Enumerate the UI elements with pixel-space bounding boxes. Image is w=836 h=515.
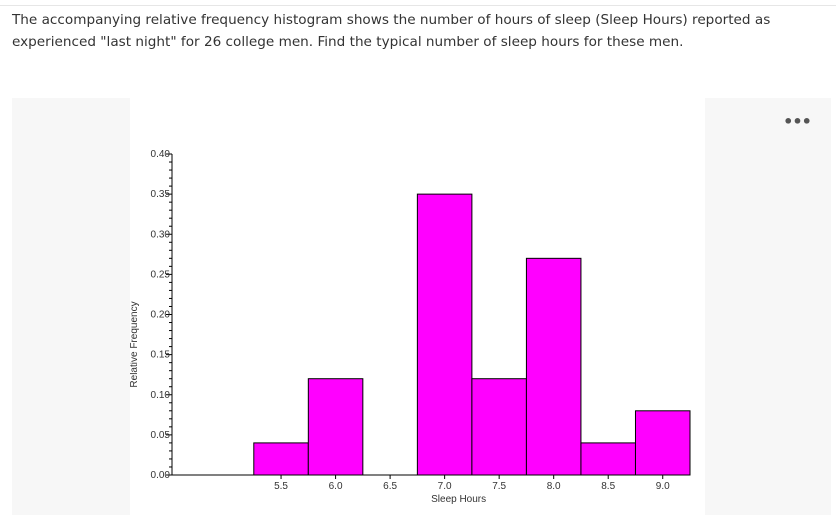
histogram-chart: 0.00 0.05 0.10 0.15 0.20 0.25 0.30 0.35 0.40 5.5 6…: [130, 98, 705, 515]
histogram-bar: [471, 378, 527, 476]
histogram-bar: [307, 378, 364, 476]
question-text: The accompanying relative frequency hist…: [12, 12, 771, 50]
more-options-button[interactable]: •••: [782, 112, 812, 132]
chart-left-margin: [12, 98, 130, 515]
y-tick-label: 0.15: [151, 350, 171, 361]
x-tick-label: 8.5: [601, 481, 615, 492]
y-tick-label: 0.40: [151, 149, 171, 160]
y-tick-label: 0.20: [151, 310, 171, 321]
top-divider: [0, 0, 836, 6]
histogram-bar: [253, 442, 309, 476]
x-tick-label: 7.0: [438, 481, 452, 492]
y-axis-title: Relative Frequency: [130, 301, 140, 387]
y-tick-label: 0.25: [151, 269, 171, 280]
y-tick-label: 0.05: [151, 430, 171, 441]
histogram-bar: [525, 257, 582, 476]
x-tick-label: 6.5: [383, 481, 397, 492]
more-dots-icon: •••: [783, 112, 812, 131]
histogram-bar: [634, 410, 691, 476]
y-tick-label: 0.00: [151, 470, 171, 481]
x-axis-title: Sleep Hours: [431, 494, 486, 505]
x-tick-label: 5.5: [274, 481, 288, 492]
x-tick-label: 6.0: [329, 481, 343, 492]
histogram-svg: 0.00 0.05 0.10 0.15 0.20 0.25 0.30 0.35 0.40 5.5 6…: [130, 149, 691, 505]
y-tick-label: 0.30: [151, 229, 171, 240]
chart-right-margin: [705, 98, 831, 515]
y-tick-label: 0.35: [151, 189, 171, 200]
y-tick-label: 0.10: [151, 390, 171, 401]
histogram-bar: [580, 442, 636, 476]
x-tick-label: 8.0: [547, 481, 561, 492]
x-tick-label: 9.0: [656, 481, 670, 492]
x-tick-label: 7.5: [492, 481, 506, 492]
histogram-bar: [416, 193, 473, 476]
